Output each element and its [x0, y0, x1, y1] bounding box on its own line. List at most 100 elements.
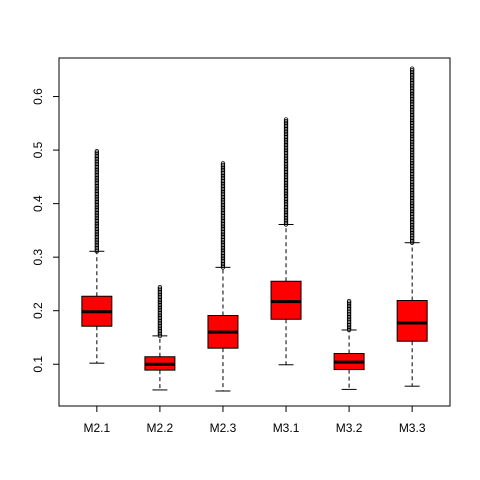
outlier-point: [409, 178, 415, 183]
outlier-point: [94, 210, 100, 216]
outlier-point: [283, 139, 289, 145]
outlier-point: [94, 199, 100, 205]
outlier-point: [409, 80, 415, 86]
outlier-point: [220, 231, 226, 236]
outlier-point: [409, 146, 415, 151]
outlier-point: [409, 211, 415, 217]
outlier-point: [94, 185, 100, 190]
outlier-point: [157, 284, 163, 290]
outlier-point: [283, 185, 289, 191]
outlier-point: [94, 242, 100, 248]
outlier-point: [409, 100, 415, 105]
outlier-point: [94, 190, 100, 195]
outlier-point: [94, 233, 100, 238]
outlier-point: [94, 228, 100, 233]
outlier-point: [409, 147, 415, 153]
outlier-point: [409, 230, 415, 236]
outlier-point: [220, 260, 226, 265]
outlier-point: [220, 258, 226, 264]
outlier-point: [283, 144, 289, 149]
outlier-point: [283, 217, 289, 222]
outlier-point: [220, 214, 226, 219]
outlier-point: [409, 98, 415, 103]
outlier-point: [283, 141, 289, 146]
outlier-point: [409, 181, 415, 186]
outlier-point: [94, 179, 100, 184]
outlier-point: [409, 87, 415, 92]
x-axis: M2.1 M2.2 M2.3 M3.1 M3.2 M3.3: [83, 406, 426, 435]
outlier-point: [409, 170, 415, 175]
outlier-point: [94, 195, 100, 200]
outlier-point: [220, 169, 226, 174]
outlier-point: [220, 206, 226, 211]
outlier-point: [409, 144, 415, 150]
outlier-point: [94, 204, 100, 209]
outlier-point: [283, 174, 289, 180]
box-M2.3: [207, 161, 239, 392]
outlier-point: [409, 202, 415, 207]
outlier-point: [94, 201, 100, 206]
outlier-point: [94, 160, 100, 165]
outlier-point: [94, 172, 100, 178]
outlier-point: [409, 191, 415, 196]
outlier-point: [220, 201, 226, 206]
outlier-point: [283, 165, 289, 170]
outlier-point: [409, 203, 415, 209]
outlier-point: [283, 188, 289, 194]
outlier-point: [409, 135, 415, 140]
outlier-point: [283, 142, 289, 148]
y-tick-label: 0.1: [31, 356, 45, 373]
outlier-point: [409, 227, 415, 233]
outlier-point: [409, 216, 415, 221]
outlier-point: [283, 161, 289, 167]
outlier-point: [409, 195, 415, 201]
x-tick-label: M3.2: [336, 421, 363, 435]
outlier-point: [220, 199, 226, 205]
outlier-point: [220, 223, 226, 228]
y-tick-label: 0.4: [31, 195, 45, 212]
outlier-point: [283, 138, 289, 143]
outlier-point: [409, 131, 415, 137]
outlier-point: [409, 154, 415, 159]
outlier-point: [409, 76, 415, 81]
outlier-point: [409, 82, 415, 87]
outlier-point: [283, 196, 289, 202]
outlier-point: [283, 190, 289, 195]
outlier-point: [283, 153, 289, 159]
outlier-point: [94, 223, 100, 229]
outlier-point: [220, 247, 226, 252]
outlier-point: [220, 178, 226, 184]
outlier-point: [94, 174, 100, 179]
outlier-point: [220, 170, 226, 176]
outlier-point: [409, 224, 415, 229]
outlier-point: [409, 79, 415, 84]
outlier-point: [94, 182, 100, 187]
outlier-point: [409, 214, 415, 220]
outlier-point: [409, 194, 415, 199]
outlier-point: [409, 205, 415, 210]
x-tick-label: M2.3: [210, 421, 237, 435]
outlier-point: [409, 165, 415, 170]
outlier-point: [94, 168, 100, 173]
outlier-point: [220, 198, 226, 203]
outlier-point: [409, 173, 415, 178]
outlier-point: [409, 234, 415, 239]
outlier-point: [283, 184, 289, 189]
outlier-point: [94, 191, 100, 197]
outlier-point: [409, 200, 415, 205]
outlier-point: [409, 90, 415, 95]
box-M3.1: [270, 117, 302, 366]
outlier-point: [283, 182, 289, 187]
outlier-point: [94, 206, 100, 211]
outlier-point: [283, 209, 289, 214]
box-M3.2: [333, 298, 365, 390]
outlier-point: [283, 203, 289, 208]
outlier-point: [220, 164, 226, 169]
outlier-point: [409, 93, 415, 99]
outlier-point: [220, 194, 226, 200]
outlier-point: [283, 155, 289, 160]
outlier-point: [220, 225, 226, 230]
outlier-point: [220, 252, 226, 257]
outlier-point: [283, 120, 289, 125]
